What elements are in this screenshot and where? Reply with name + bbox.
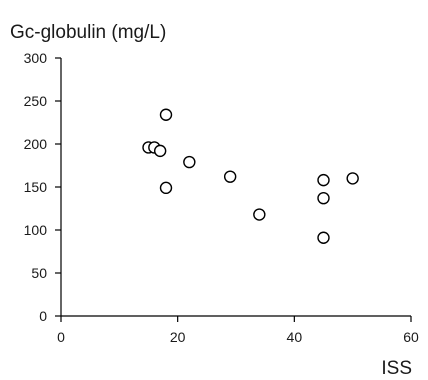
x-axis-ticks: 0 20 40 60 bbox=[57, 316, 419, 345]
y-tick-label: 100 bbox=[24, 222, 48, 238]
y-tick-label: 0 bbox=[39, 308, 47, 324]
data-point bbox=[253, 208, 266, 221]
x-axis-label: ISS bbox=[381, 358, 412, 379]
x-tick-label: 0 bbox=[57, 329, 65, 345]
data-point bbox=[159, 108, 173, 121]
data-point bbox=[317, 231, 330, 244]
x-tick-label: 40 bbox=[287, 329, 303, 345]
y-tick-label: 300 bbox=[24, 50, 48, 66]
y-axis-ticks: 0 50 100 150 200 250 300 bbox=[24, 50, 61, 324]
y-axis-label: Gc-globulin (mg/L) bbox=[10, 22, 166, 43]
data-point bbox=[317, 191, 330, 205]
y-tick-label: 150 bbox=[24, 179, 48, 195]
x-tick-label: 60 bbox=[403, 329, 419, 345]
y-tick-label: 250 bbox=[24, 93, 48, 109]
data-points bbox=[142, 108, 359, 244]
data-point bbox=[346, 172, 359, 185]
y-tick-label: 200 bbox=[24, 136, 48, 152]
data-point bbox=[223, 170, 237, 183]
data-point bbox=[159, 181, 173, 195]
x-tick-label: 20 bbox=[170, 329, 186, 345]
data-point bbox=[317, 173, 330, 187]
data-point bbox=[153, 144, 167, 158]
y-tick-label: 50 bbox=[31, 265, 47, 281]
data-point bbox=[183, 155, 196, 169]
